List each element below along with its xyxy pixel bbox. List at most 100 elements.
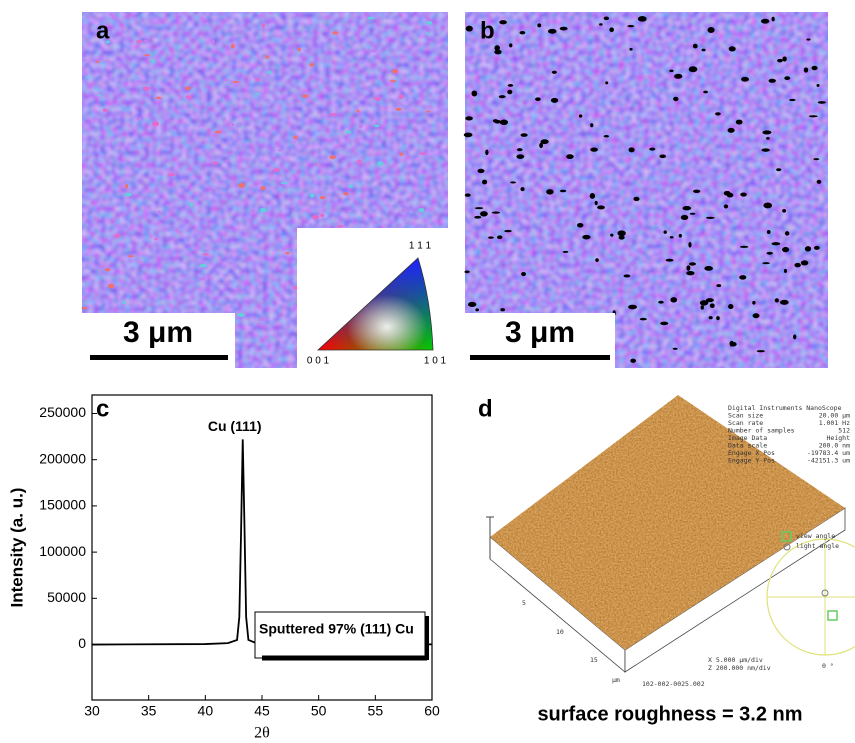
grain (102, 108, 108, 113)
grain (135, 40, 143, 43)
grain (391, 69, 399, 74)
grain (629, 47, 633, 51)
grain (618, 235, 625, 240)
grain (127, 255, 135, 258)
grain (185, 95, 192, 99)
grain (426, 32, 430, 36)
grain (617, 230, 626, 237)
grain (817, 101, 826, 104)
grain (709, 303, 715, 309)
grain-layer (463, 16, 826, 363)
grain (143, 39, 148, 44)
grain (603, 135, 610, 138)
scale-bar (470, 355, 610, 360)
grain (633, 196, 640, 202)
grain (214, 130, 222, 134)
grain (426, 110, 431, 113)
grain (488, 236, 494, 239)
grain (199, 276, 206, 281)
grain (766, 229, 771, 234)
grain (509, 43, 513, 48)
grain (520, 187, 525, 192)
grain (105, 40, 111, 44)
color-key (316, 257, 434, 351)
grain (537, 23, 542, 28)
info-key: Engage X Pos (728, 449, 775, 457)
info-value: 512 (838, 427, 850, 435)
grain (498, 95, 506, 99)
legend-shadow (425, 616, 429, 660)
grain (539, 142, 544, 149)
axis-unit: µm (612, 676, 620, 684)
widget-label: light angle (796, 542, 839, 550)
grain (562, 250, 569, 253)
grain (590, 147, 598, 152)
grain (199, 263, 207, 268)
grain (603, 16, 610, 21)
x-axis-label: 2θ (254, 725, 270, 742)
grain (708, 316, 713, 320)
grain (582, 234, 591, 240)
grain (551, 70, 557, 74)
grain (81, 307, 88, 310)
grain (500, 308, 505, 312)
grain (784, 231, 790, 236)
grain (223, 78, 229, 82)
x-tick-label: 40 (198, 703, 214, 719)
grain (377, 161, 384, 166)
grain (762, 262, 770, 265)
grain (202, 253, 209, 256)
grain (319, 195, 326, 200)
grain (623, 274, 631, 278)
grain (499, 119, 509, 126)
grain (670, 297, 678, 303)
grain (686, 265, 691, 271)
info-key: Scan size (728, 412, 763, 420)
grain (782, 56, 787, 62)
grain (752, 313, 760, 319)
x-tick-label: 45 (254, 703, 270, 719)
grain (238, 182, 246, 188)
grain (789, 98, 796, 102)
grain (225, 159, 229, 162)
grain (260, 207, 267, 213)
grain (230, 43, 235, 49)
info-value: -19783.4 um (807, 449, 850, 457)
grain (674, 73, 683, 79)
grain (189, 202, 194, 207)
grain (464, 193, 471, 197)
info-key: Scan rate (728, 419, 763, 427)
xrd-chart: 30 35 40 45 50 55 60 0 50000 100000 150000 200000 25… (7, 394, 440, 742)
grain (723, 190, 731, 196)
grain (707, 27, 715, 33)
grain (358, 123, 363, 129)
grain (639, 317, 647, 321)
grain (811, 65, 818, 71)
grain (347, 184, 354, 188)
grain (803, 67, 809, 73)
grain (124, 192, 132, 197)
y-tick-label: 150000 (39, 497, 86, 513)
panel-label: a (96, 17, 110, 44)
x-tick-label: 35 (141, 703, 157, 719)
grain (688, 262, 697, 266)
grain (729, 340, 734, 347)
info-key: Engage Y Pos (728, 457, 775, 465)
grain (516, 148, 523, 152)
grain (142, 86, 150, 91)
grain (251, 209, 255, 213)
grain (669, 236, 674, 239)
file-name: 102-002-0025.002 (642, 680, 705, 688)
grain (540, 139, 549, 145)
grain (692, 43, 698, 49)
grain (374, 176, 381, 181)
grain (659, 154, 667, 159)
grain (111, 14, 118, 20)
grain (727, 127, 735, 133)
x-tick-label: 60 (424, 703, 440, 719)
grain (776, 168, 782, 172)
y-tick-label: 50000 (47, 589, 86, 605)
ebsd-map (465, 12, 828, 368)
grain (610, 233, 614, 237)
grain (499, 20, 507, 25)
